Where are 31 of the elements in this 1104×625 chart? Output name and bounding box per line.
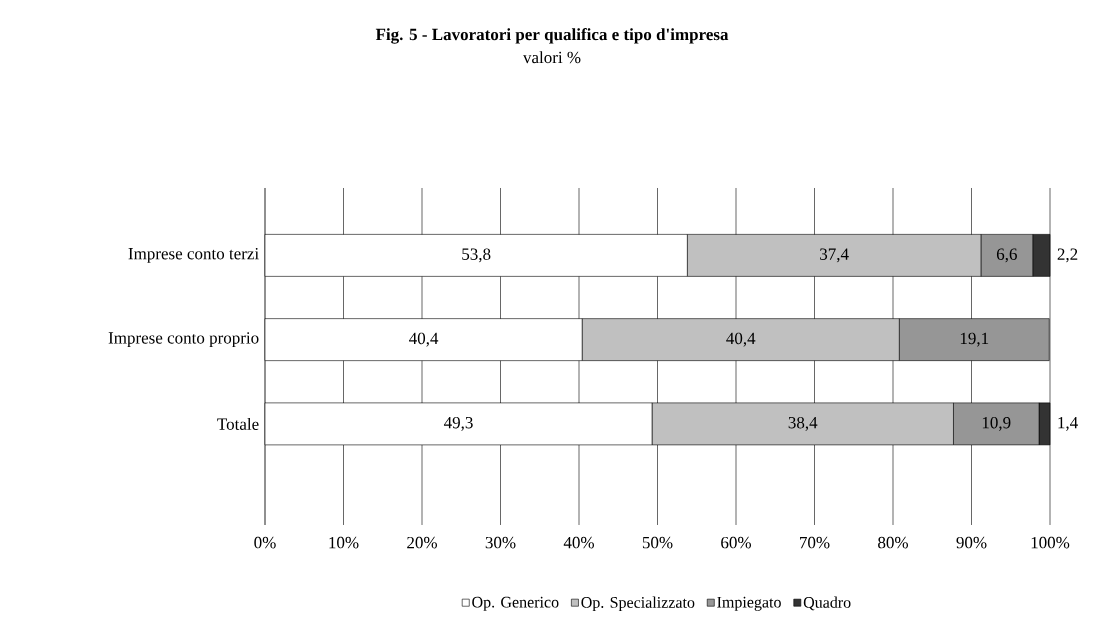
data-label: 40,4 [409, 332, 439, 347]
x-tick-label: 100% [1031, 536, 1070, 549]
data-label: 10,9 [982, 416, 1011, 431]
data-label: 53,8 [462, 248, 491, 263]
chart-subtitle: valori % [522, 51, 581, 64]
legend-label: Op. Specializzato [581, 596, 695, 612]
x-tick-label: 40% [563, 536, 595, 549]
legend-label: Impiegato [717, 596, 781, 611]
y-tick-label: Totale [217, 417, 259, 430]
data-label: 2,2 [1057, 248, 1078, 263]
x-tick-label: 50% [642, 536, 673, 549]
data-label: 6,6 [996, 248, 1017, 263]
data-label: 37,4 [820, 248, 849, 263]
y-tick-label: Imprese conto proprio [108, 332, 259, 348]
x-tick-label: 10% [329, 536, 359, 549]
data-label: 1,4 [1058, 416, 1078, 431]
y-tick-label: Imprese conto terzi [128, 247, 259, 263]
chart-title: Fig. 5 - Lavoratori per qualifica e tipo d'impresa [375, 28, 729, 44]
x-tick-label: 90% [956, 536, 987, 549]
legend-label: Op. Generico [472, 596, 559, 611]
legend-label: Quadro [803, 596, 851, 611]
x-tick-label: 70% [800, 536, 830, 549]
data-label: 19,1 [960, 332, 989, 347]
x-tick-label: 60% [721, 536, 752, 549]
data-label: 49,3 [443, 416, 473, 431]
data-label: 38,4 [788, 416, 818, 431]
x-tick-label: 80% [878, 536, 909, 549]
x-tick-label: 0% [254, 536, 276, 549]
x-tick-label: 30% [485, 536, 516, 549]
x-tick-label: 20% [407, 536, 438, 549]
data-label: 40,4 [726, 332, 756, 347]
